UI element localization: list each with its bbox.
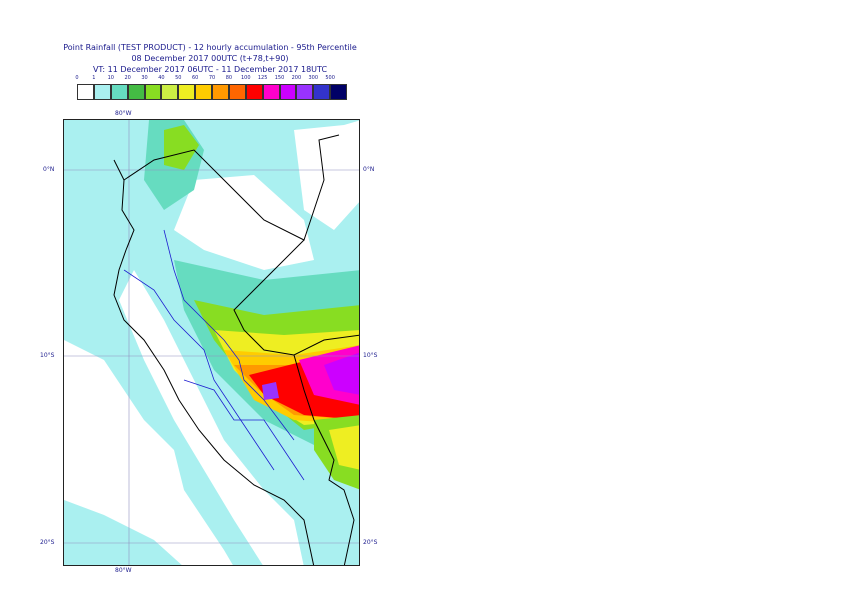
dry-amazon-area [294, 120, 359, 230]
legend-tick-label: 125 [257, 75, 268, 81]
rainfall-band-north-core [164, 125, 199, 170]
lat-label-10-right: 10°S [363, 352, 378, 359]
legend-swatch [93, 84, 111, 100]
legend-swatch [195, 84, 212, 100]
rainfall-map [63, 119, 360, 566]
map-validity-time: VT: 11 December 2017 06UTC - 11 December… [92, 65, 328, 74]
legend-swatch [313, 84, 331, 100]
legend-tick-label: 0 [75, 75, 79, 81]
lat-label-20-right: 20°S [363, 539, 378, 546]
peru-brazil-border [233, 239, 359, 356]
legend-swatch [178, 84, 196, 100]
regional-boundary-2 [123, 269, 275, 471]
rainfall-band-violet [262, 382, 279, 400]
rainfall-map-canvas [64, 120, 359, 565]
lat-label-0-left: 0°N [43, 166, 55, 173]
legend-tick-label: 20 [124, 75, 131, 81]
legend-swatch [161, 84, 179, 100]
northern-border [123, 134, 340, 241]
legend-swatch [279, 84, 297, 100]
rainfall-ocean-patch [64, 500, 182, 565]
legend-tick-label: 300 [308, 75, 319, 81]
legend-tick-label: 10 [107, 75, 114, 81]
legend-swatch [245, 84, 263, 100]
legend-swatch [262, 84, 280, 100]
lat-label-20-left: 20°S [40, 539, 55, 546]
regional-boundary-3 [183, 379, 305, 481]
legend-tick-label: 200 [291, 75, 302, 81]
legend-swatch [127, 84, 145, 100]
map-run-time: 08 December 2017 00UTC (t+78,t+90) [131, 54, 289, 63]
legend-tick-label: 1 [92, 75, 96, 81]
legend-swatch [296, 84, 314, 100]
legend-tick-label: 150 [274, 75, 285, 81]
legend-tick-label: 70 [208, 75, 216, 81]
legend-tick-label: 30 [141, 75, 148, 81]
peru-bolivia-border [293, 354, 355, 565]
legend-swatch [212, 84, 229, 100]
legend-tick-label: 60 [191, 75, 199, 81]
rainfall-band-south-core [329, 425, 359, 470]
regional-boundary-1 [163, 229, 295, 441]
lon-label-bottom: 80°W [115, 567, 132, 574]
legend-tick-label: 40 [158, 75, 165, 81]
lon-label-top: 80°W [115, 110, 132, 117]
legend-swatch [110, 84, 128, 100]
legend-tick-label: 100 [240, 75, 251, 81]
legend-tick-label: 500 [325, 75, 335, 81]
dry-ocean-area [64, 340, 233, 565]
coastline [113, 159, 315, 565]
dry-inland-north [174, 175, 314, 270]
lat-label-10-left: 10°S [40, 352, 55, 359]
lat-label-0-right: 0°N [363, 166, 375, 173]
rainfall-colour-legend: 0 1 10 20 30 40 50 60 70 80 100 125 150 200 300 500 [75, 75, 347, 102]
legend-tick-label: 80 [225, 75, 233, 81]
dry-coastal-strip [119, 270, 304, 565]
legend-swatch [330, 84, 347, 100]
rainfall-band-purple [324, 352, 359, 395]
legend-swatch [144, 84, 162, 100]
legend-tick-label: 50 [175, 75, 182, 81]
legend-swatch [228, 84, 246, 100]
map-title: Point Rainfall (TEST PRODUCT) - 12 hourl… [63, 43, 357, 52]
legend-swatch [77, 84, 94, 100]
